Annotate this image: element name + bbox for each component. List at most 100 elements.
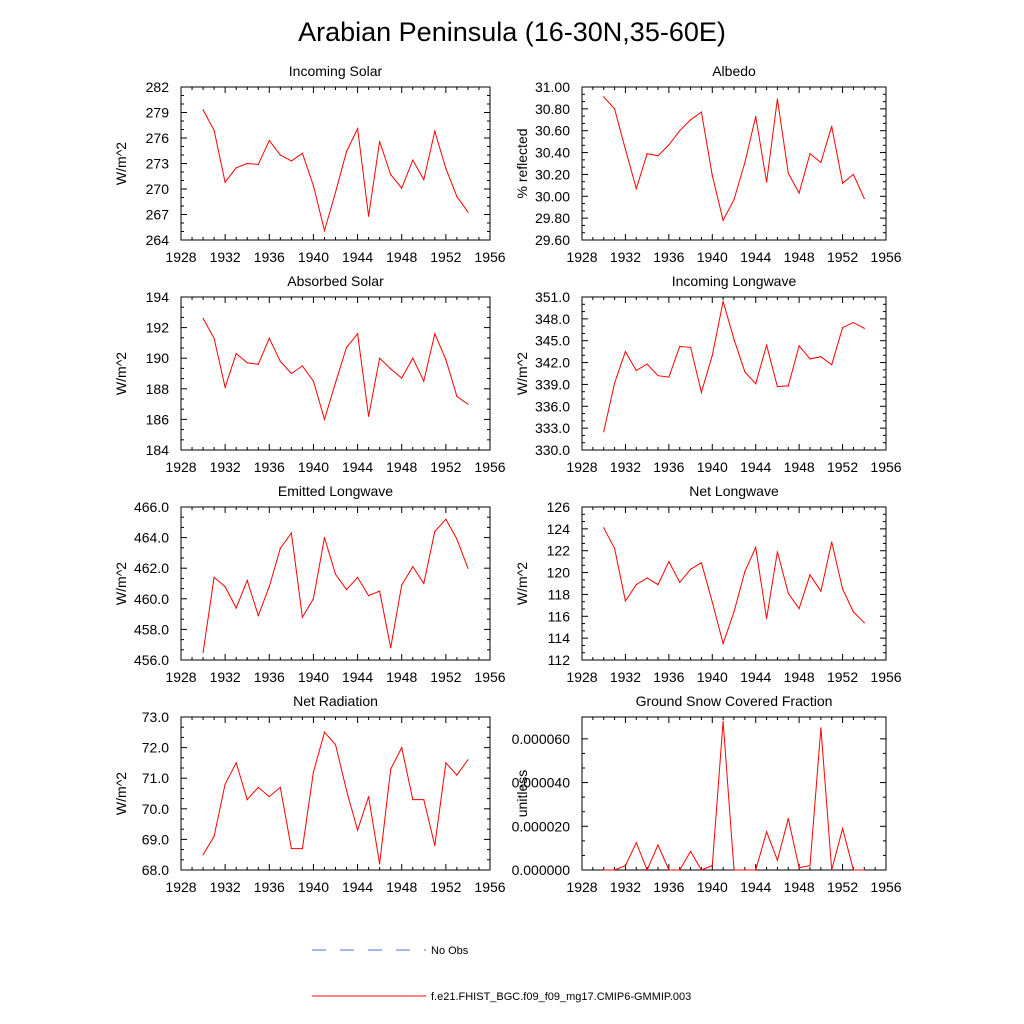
absorbed-solar-frame — [180, 296, 491, 451]
legend: No Obs f.e21.FHIST_BGC.f09_f09_mg17.CMIP… — [312, 945, 691, 1003]
net-longwave-point-1937 — [679, 581, 681, 584]
emitted-longwave-point-1936 — [268, 586, 270, 588]
net-longwave-point-1938 — [690, 568, 692, 570]
incoming-solar-point-1932 — [224, 181, 226, 183]
absorbed-solar-point-1943 — [345, 346, 348, 349]
net-radiation-xtick-label-1932: 1932 — [210, 879, 241, 895]
ground-snow-covered-fraction-point-1939 — [700, 869, 703, 871]
net-radiation-point-1942 — [334, 743, 337, 746]
ground-snow-covered-fraction-ytick-label-2: 0.000040 — [512, 775, 571, 791]
albedo-point-1951 — [831, 125, 833, 127]
incoming-solar-point-1942 — [334, 191, 337, 193]
net-longwave-xtick-label-1936: 1936 — [653, 669, 684, 685]
incoming-solar-xtick-label-1952: 1952 — [430, 249, 461, 265]
emitted-longwave-point-1940 — [312, 598, 314, 600]
absorbed-solar-title: Absorbed Solar — [287, 273, 384, 289]
incoming-solar-ytick-label-1: 267 — [146, 207, 170, 223]
emitted-longwave-point-1930 — [202, 651, 204, 654]
incoming-longwave-series-line-0 — [603, 301, 865, 432]
incoming-solar-point-1938 — [290, 160, 292, 162]
albedo-ylabel: % reflected — [514, 128, 530, 198]
incoming-solar-xtick-label-1940: 1940 — [298, 249, 329, 265]
incoming-longwave-xtick-label-1940: 1940 — [697, 459, 728, 475]
net-radiation-point-1946 — [379, 863, 381, 865]
net-radiation-point-1932 — [224, 783, 226, 785]
net-radiation-series-line-0 — [202, 731, 469, 864]
net-longwave-xtick-label-1952: 1952 — [827, 669, 858, 685]
net-longwave-point-1947 — [787, 592, 789, 594]
ground-snow-covered-fraction-xtick-label-1928: 1928 — [566, 879, 597, 895]
incoming-solar-point-1934 — [246, 162, 248, 165]
albedo-point-1938 — [690, 119, 692, 121]
net-radiation-ytick-label-2: 70.0 — [142, 801, 169, 817]
emitted-longwave-point-1954 — [467, 567, 469, 569]
emitted-longwave-xtick-label-1940: 1940 — [298, 669, 329, 685]
ground-snow-covered-fraction-frame — [581, 716, 887, 871]
albedo-point-1950 — [820, 161, 822, 163]
absorbed-solar-point-1942 — [334, 382, 337, 384]
incoming-solar-point-1943 — [345, 151, 348, 153]
absorbed-solar-xtick-label-1952: 1952 — [430, 459, 461, 475]
incoming-solar-frame — [180, 86, 491, 241]
incoming-longwave-ytick-label-5: 345.0 — [535, 333, 570, 349]
ground-snow-covered-fraction-point-1936 — [668, 869, 670, 871]
incoming-longwave-point-1932 — [624, 351, 627, 353]
ground-snow-covered-fraction-xtick-label-1952: 1952 — [827, 879, 858, 895]
ground-snow-covered-fraction-point-1953 — [852, 869, 855, 871]
net-radiation-point-1947 — [390, 768, 392, 770]
net-radiation-xtick-label-1948: 1948 — [386, 879, 417, 895]
ground-snow-covered-fraction-point-1938 — [690, 850, 692, 853]
incoming-longwave-point-1930 — [603, 431, 605, 433]
incoming-longwave-point-1933 — [635, 370, 637, 372]
incoming-solar-xtick-label-1936: 1936 — [254, 249, 285, 265]
ground-snow-covered-fraction-xtick-label-1940: 1940 — [697, 879, 728, 895]
incoming-solar-xtick-label-1932: 1932 — [210, 249, 241, 265]
net-longwave-ytick-label-7: 126 — [547, 499, 571, 515]
net-radiation-point-1943 — [345, 789, 348, 792]
incoming-longwave-point-1939 — [700, 391, 703, 393]
panel-absorbed-solar: Absorbed Solar 1928 1932 1936 1940 1944 1948 19… — [113, 273, 506, 475]
incoming-longwave-xtick-label-1936: 1936 — [653, 459, 684, 475]
albedo-point-1944 — [755, 115, 757, 118]
albedo-point-1935 — [657, 155, 659, 157]
albedo-ytick-label-3: 30.20 — [535, 166, 570, 182]
incoming-longwave-point-1945 — [766, 344, 768, 346]
incoming-longwave-point-1944 — [755, 383, 757, 385]
ground-snow-covered-fraction-point-1948 — [798, 867, 800, 869]
net-radiation-xtick-label-1936: 1936 — [254, 879, 285, 895]
incoming-solar-ytick-label-4: 276 — [146, 130, 170, 146]
emitted-longwave-xtick-label-1944: 1944 — [342, 669, 373, 685]
incoming-solar-point-1939 — [301, 152, 303, 154]
ground-snow-covered-fraction-point-1952 — [842, 827, 844, 830]
incoming-longwave-point-1954 — [863, 327, 865, 329]
net-longwave-xtick-label-1956: 1956 — [870, 669, 901, 685]
incoming-longwave-ytick-label-6: 348.0 — [535, 311, 570, 327]
albedo-point-1936 — [668, 144, 670, 146]
net-radiation-ytick-label-5: 73.0 — [142, 709, 169, 725]
albedo-point-1930 — [603, 96, 605, 98]
albedo-point-1937 — [679, 130, 681, 132]
albedo-xtick-label-1948: 1948 — [784, 249, 815, 265]
albedo-point-1941 — [722, 219, 724, 221]
incoming-solar-xtick-label-1948: 1948 — [386, 249, 417, 265]
albedo-point-1939 — [700, 111, 703, 113]
net-longwave-ytick-label-3: 118 — [548, 586, 571, 602]
incoming-solar-point-1945 — [368, 215, 370, 217]
absorbed-solar-point-1947 — [390, 368, 392, 370]
net-longwave-series-line-0 — [603, 527, 865, 646]
incoming-longwave-point-1951 — [831, 364, 833, 366]
net-longwave-ytick-label-4: 120 — [547, 565, 571, 581]
incoming-longwave-xtick-label-1952: 1952 — [827, 459, 858, 475]
incoming-longwave-ytick-label-2: 336.0 — [535, 398, 570, 414]
absorbed-solar-point-1931 — [213, 337, 215, 339]
absorbed-solar-point-1944 — [357, 333, 359, 335]
net-radiation-point-1940 — [312, 771, 314, 773]
net-radiation-point-1953 — [456, 774, 458, 776]
incoming-solar-point-1930 — [202, 109, 204, 111]
panel-incoming-longwave: Incoming Longwave 1928 1932 1936 1940 1944 194… — [514, 273, 902, 475]
incoming-longwave-point-1946 — [776, 386, 779, 388]
net-longwave-point-1934 — [646, 577, 648, 579]
net-radiation-point-1952 — [445, 762, 447, 764]
absorbed-solar-point-1936 — [268, 337, 270, 339]
net-longwave-point-1940 — [711, 601, 713, 603]
